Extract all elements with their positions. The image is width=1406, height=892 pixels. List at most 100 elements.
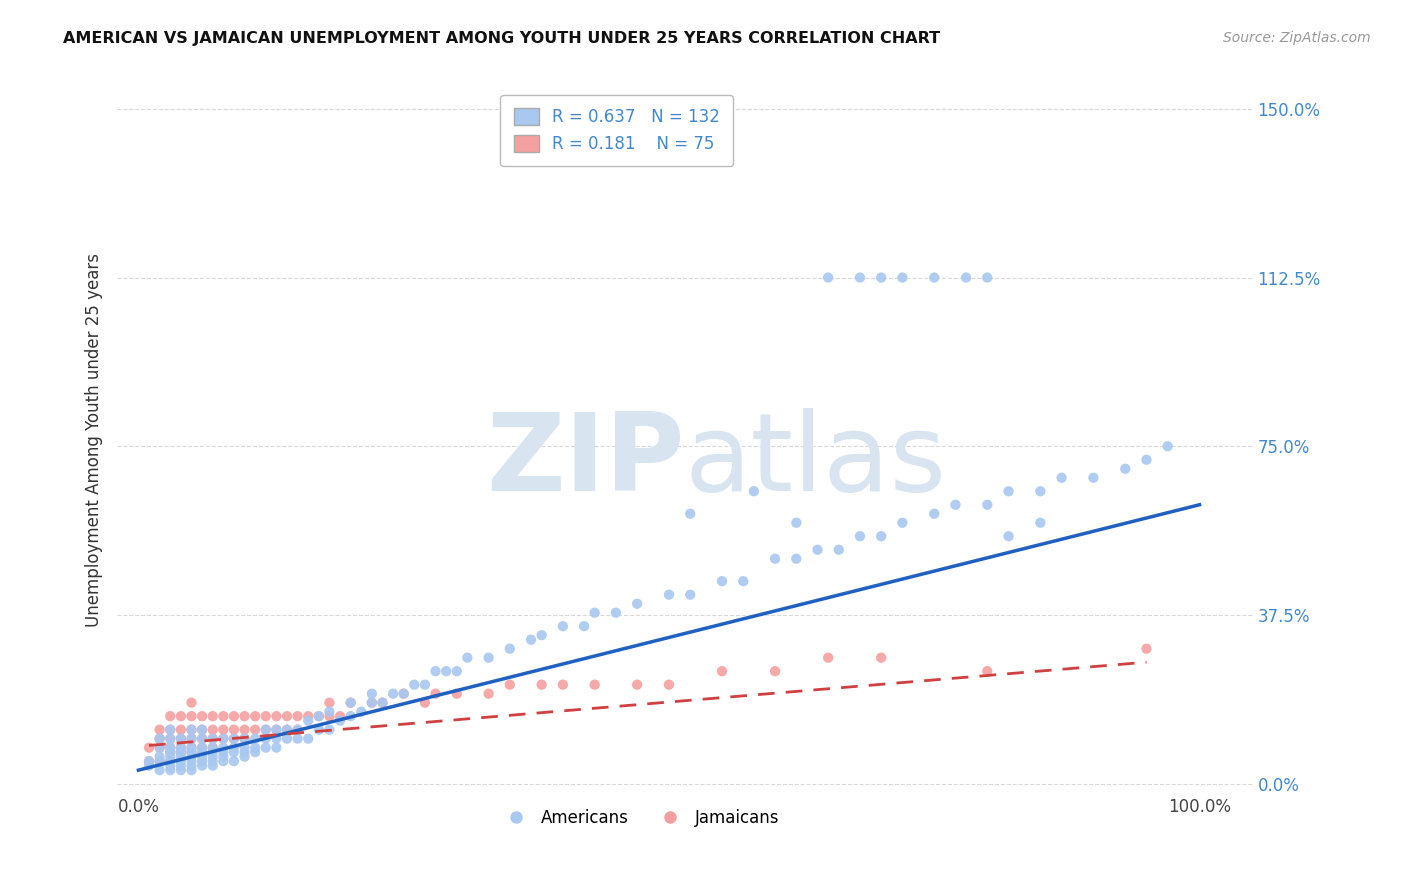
Point (212, 740, 235, 755)
Point (392, 687, 415, 701)
Y-axis label: Unemployment Among Youth under 25 years: Unemployment Among Youth under 25 years (86, 252, 103, 626)
Point (404, 678, 426, 692)
Point (149, 731, 172, 746)
Point (138, 754, 160, 768)
Point (180, 758, 202, 772)
Point (149, 763, 172, 777)
Point (201, 740, 224, 755)
Point (891, 270, 914, 285)
Point (891, 516, 914, 530)
Point (456, 650, 478, 665)
Point (371, 696, 394, 710)
Point (318, 709, 340, 723)
Point (149, 723, 172, 737)
Legend: Americans, Jamaicans: Americans, Jamaicans (492, 803, 786, 834)
Point (997, 484, 1019, 499)
Point (276, 709, 298, 723)
Point (870, 650, 893, 665)
Point (212, 754, 235, 768)
Point (266, 709, 288, 723)
Point (276, 723, 298, 737)
Text: atlas: atlas (685, 408, 946, 514)
Point (222, 745, 245, 759)
Point (360, 696, 382, 710)
Point (201, 731, 224, 746)
Point (425, 687, 447, 701)
Point (413, 678, 436, 692)
Point (212, 723, 235, 737)
Point (276, 723, 298, 737)
Point (201, 749, 224, 764)
Point (679, 588, 702, 602)
Point (180, 740, 202, 755)
Point (806, 542, 828, 557)
Point (180, 731, 202, 746)
Point (254, 709, 277, 723)
Point (626, 678, 648, 692)
Point (191, 740, 214, 755)
Point (371, 696, 394, 710)
Point (233, 749, 256, 764)
Point (212, 745, 235, 759)
Point (212, 731, 235, 746)
Point (233, 731, 256, 746)
Point (849, 529, 872, 543)
Point (170, 740, 193, 755)
Point (159, 758, 181, 772)
Point (149, 740, 172, 755)
Point (287, 731, 309, 746)
Point (763, 664, 786, 678)
Point (149, 754, 172, 768)
Point (180, 749, 202, 764)
Point (997, 529, 1019, 543)
Point (297, 714, 319, 728)
Point (170, 754, 193, 768)
Point (191, 731, 214, 746)
Point (266, 740, 288, 755)
Point (308, 709, 330, 723)
Point (159, 740, 181, 755)
Point (222, 709, 245, 723)
Point (180, 709, 202, 723)
Point (170, 749, 193, 764)
Point (711, 574, 734, 589)
Point (1114, 462, 1136, 476)
Point (212, 709, 235, 723)
Point (233, 723, 256, 737)
Point (159, 709, 181, 723)
Point (499, 678, 522, 692)
Point (138, 754, 160, 768)
Point (201, 709, 224, 723)
Point (763, 551, 786, 566)
Point (159, 731, 181, 746)
Point (191, 758, 214, 772)
Point (785, 516, 807, 530)
Point (159, 745, 181, 759)
Point (233, 709, 256, 723)
Point (318, 723, 340, 737)
Point (413, 696, 436, 710)
Point (170, 745, 193, 759)
Point (222, 754, 245, 768)
Point (201, 745, 224, 759)
Point (170, 763, 193, 777)
Point (287, 723, 309, 737)
Point (266, 723, 288, 737)
Point (733, 574, 755, 589)
Point (551, 619, 574, 633)
Text: Source: ZipAtlas.com: Source: ZipAtlas.com (1223, 31, 1371, 45)
Point (233, 745, 256, 759)
Point (870, 270, 893, 285)
Point (243, 709, 266, 723)
Point (945, 498, 967, 512)
Point (254, 740, 277, 755)
Point (222, 731, 245, 746)
Point (159, 723, 181, 737)
Point (191, 731, 214, 746)
Point (530, 628, 553, 642)
Point (201, 740, 224, 755)
Point (159, 745, 181, 759)
Point (191, 745, 214, 759)
Point (339, 696, 361, 710)
Point (201, 758, 224, 772)
